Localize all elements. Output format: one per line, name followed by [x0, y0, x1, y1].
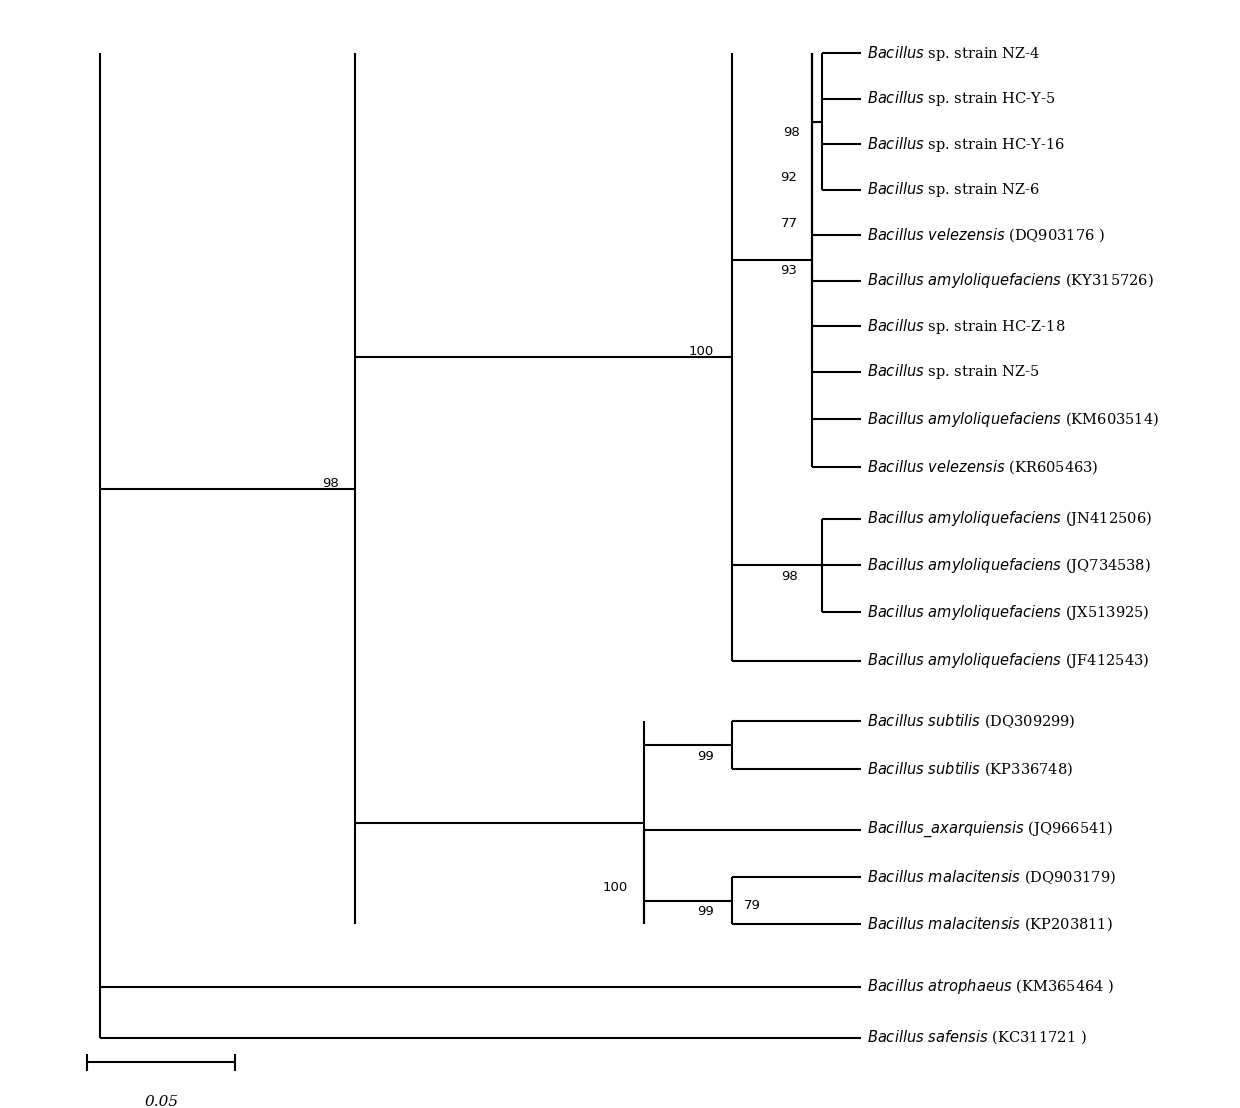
Text: 100: 100 [603, 881, 627, 894]
Text: 99: 99 [697, 905, 714, 917]
Text: 77: 77 [780, 217, 797, 229]
Text: $\it{Bacillus\ safensis}$ (KC311721 ): $\it{Bacillus\ safensis}$ (KC311721 ) [868, 1028, 1087, 1046]
Text: $\it{Bacillus}$ sp. strain NZ-5: $\it{Bacillus}$ sp. strain NZ-5 [868, 362, 1040, 381]
Text: 98: 98 [784, 126, 800, 138]
Text: $\it{Bacillus\ amyloliquefaciens}$ (JF412543): $\it{Bacillus\ amyloliquefaciens}$ (JF41… [868, 652, 1149, 670]
Text: $\it{Bacillus\ subtilis}$ (KP336748): $\it{Bacillus\ subtilis}$ (KP336748) [868, 760, 1074, 778]
Text: $\it{Bacillus\_axarquiensis}$ (JQ966541): $\it{Bacillus\_axarquiensis}$ (JQ966541) [868, 820, 1114, 840]
Text: $\it{Bacillus\ atrophaeus}$ (KM365464 ): $\it{Bacillus\ atrophaeus}$ (KM365464 ) [868, 977, 1115, 996]
Text: $\it{Bacillus\ amyloliquefaciens}$ (KY315726): $\it{Bacillus\ amyloliquefaciens}$ (KY31… [868, 271, 1154, 290]
Text: $\it{Bacillus}$ sp. strain HC-Y-5: $\it{Bacillus}$ sp. strain HC-Y-5 [868, 90, 1056, 109]
Text: $\it{Bacillus}$ sp. strain HC-Y-16: $\it{Bacillus}$ sp. strain HC-Y-16 [868, 135, 1065, 154]
Text: $\it{Bacillus\ amyloliquefaciens}$ (JX513925): $\it{Bacillus\ amyloliquefaciens}$ (JX51… [868, 603, 1149, 622]
Text: $\it{Bacillus\ malacitensis}$ (KP203811): $\it{Bacillus\ malacitensis}$ (KP203811) [868, 915, 1114, 933]
Text: 79: 79 [744, 899, 760, 912]
Text: 0.05: 0.05 [144, 1095, 179, 1108]
Text: $\it{Bacillus\ amyloliquefaciens}$ (KM603514): $\it{Bacillus\ amyloliquefaciens}$ (KM60… [868, 410, 1159, 429]
Text: $\it{Bacillus\ amyloliquefaciens}$ (JN412506): $\it{Bacillus\ amyloliquefaciens}$ (JN41… [868, 510, 1152, 529]
Text: 98: 98 [781, 570, 797, 583]
Text: $\it{Bacillus\ subtilis}$ (DQ309299): $\it{Bacillus\ subtilis}$ (DQ309299) [868, 712, 1076, 730]
Text: $\it{Bacillus\ amyloliquefaciens}$ (JQ734538): $\it{Bacillus\ amyloliquefaciens}$ (JQ73… [868, 556, 1152, 575]
Text: 93: 93 [780, 265, 797, 277]
Text: 98: 98 [322, 476, 340, 490]
Text: $\it{Bacillus\ velezensis}$ (KR605463): $\it{Bacillus\ velezensis}$ (KR605463) [868, 458, 1099, 475]
Text: $\it{Bacillus\ velezensis}$ (DQ903176 ): $\it{Bacillus\ velezensis}$ (DQ903176 ) [868, 226, 1106, 244]
Text: $\it{Bacillus}$ sp. strain HC-Z-18: $\it{Bacillus}$ sp. strain HC-Z-18 [868, 317, 1066, 336]
Text: $\it{Bacillus}$ sp. strain NZ-4: $\it{Bacillus}$ sp. strain NZ-4 [868, 44, 1040, 63]
Text: $\it{Bacillus\ malacitensis}$ (DQ903179): $\it{Bacillus\ malacitensis}$ (DQ903179) [868, 869, 1116, 886]
Text: $\it{Bacillus}$ sp. strain NZ-6: $\it{Bacillus}$ sp. strain NZ-6 [868, 181, 1040, 199]
Text: 99: 99 [697, 749, 714, 762]
Text: 92: 92 [780, 172, 797, 184]
Text: 100: 100 [688, 345, 714, 358]
